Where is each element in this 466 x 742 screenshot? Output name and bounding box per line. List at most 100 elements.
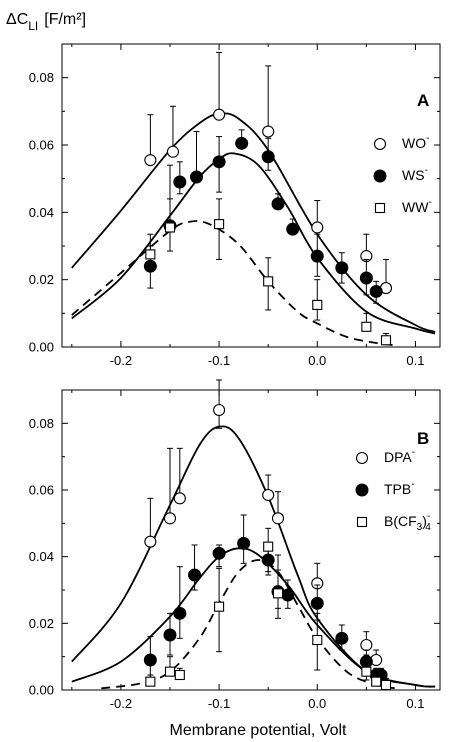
data-point [310,596,324,610]
legend-item-2: WW- [374,197,432,215]
legend-label: B(CF3)-4 [384,511,431,533]
legend-item-0: WO- [373,133,429,151]
data-point [281,588,295,602]
series-2 [145,527,392,691]
series-0 [144,379,383,667]
y-axis-label: ΔCLI [F/m²] [6,11,86,33]
panel-letter: A [417,91,429,110]
y-tick-label: 0.06 [29,483,54,498]
data-point [163,628,177,642]
plot-frame [61,389,441,691]
data-point [263,541,274,552]
data-point [144,535,157,548]
legend-label: WW- [402,197,432,215]
legend-label: TPB- [384,479,415,497]
y-tick-label: 0.00 [29,683,54,698]
legend-item-1: TPB- [355,479,415,497]
data-point [373,169,387,183]
data-point [380,335,392,346]
data-point [355,483,369,497]
fit-curve-dpa [71,425,436,688]
series-1 [143,514,388,683]
data-point [286,222,300,236]
data-point [373,137,387,151]
data-point [145,676,156,687]
y-tick-label: 0.08 [29,416,54,431]
x-tick-label: 0.0 [308,696,326,711]
legend-item-0: DPA- [355,447,415,465]
data-point [235,136,249,150]
fit-curve-tpb [71,547,436,688]
data-point [263,276,274,287]
x-tick-label: -0.2 [110,353,132,368]
data-point [312,299,323,310]
data-point [237,536,251,550]
data-point [145,249,156,260]
data-point [262,488,275,502]
data-point [261,150,275,164]
data-point [371,676,382,687]
data-point [374,202,386,214]
data-point [262,125,275,138]
y-tick-label: 0.04 [29,549,54,564]
data-point [144,154,157,167]
data-point [272,588,284,599]
data-point [369,284,383,298]
legend-label: WS- [402,165,428,183]
y-tick-label: 0.02 [29,616,54,631]
data-point [143,653,157,667]
data-point [163,512,177,525]
data-point [310,249,324,263]
data-point [355,451,369,465]
data-point [212,546,226,560]
fit-curve-bcf [101,559,396,690]
data-point [312,634,323,646]
y-tick-label: 0.06 [29,138,54,153]
x-tick-label: -0.2 [110,696,132,711]
data-point [166,145,179,158]
y-tick-label: 0.02 [29,272,54,287]
data-point [356,516,368,528]
data-point [361,321,372,332]
data-point [212,155,226,169]
data-point [188,568,202,582]
data-point [335,631,349,645]
data-point [173,175,187,189]
legend-item-1: WS- [373,165,428,183]
data-point [214,601,225,612]
data-point [361,666,372,677]
data-point [359,271,373,285]
y-tick-label: 0.00 [29,340,54,355]
data-point [360,638,373,652]
data-point [174,669,185,681]
data-point [335,261,349,275]
legend-label: DPA- [384,447,415,465]
panel-a: -0.2 -0.1 0.0 0.1 0.00 0.02 0.04 0.06 0.08 A WO- WS… [29,43,441,368]
x-axis-label: Membrane potential, Volt [170,722,348,739]
x-tick-label: -0.1 [208,353,230,368]
data-point [311,221,324,234]
data-point [214,219,225,230]
data-point [173,606,187,620]
data-point [213,108,226,121]
fit-curve-ww [71,220,396,347]
x-tick-label: 0.1 [406,353,424,368]
plot-frame [61,43,441,348]
data-point [213,403,226,417]
data-point [271,512,285,525]
y-tick-label: 0.08 [29,70,54,85]
x-tick-label: -0.1 [208,696,230,711]
x-tick-label: 0.0 [308,353,326,368]
data-point [143,259,157,273]
data-point [164,222,176,233]
legend-item-2: B(CF3)-4 [356,511,431,533]
x-tick-label: 0.1 [406,696,424,711]
data-point [190,170,204,184]
series-2 [145,164,392,346]
panel-letter: B [417,429,429,448]
data-point [271,197,285,211]
data-point [173,492,186,505]
legend-label: WO- [402,133,429,151]
